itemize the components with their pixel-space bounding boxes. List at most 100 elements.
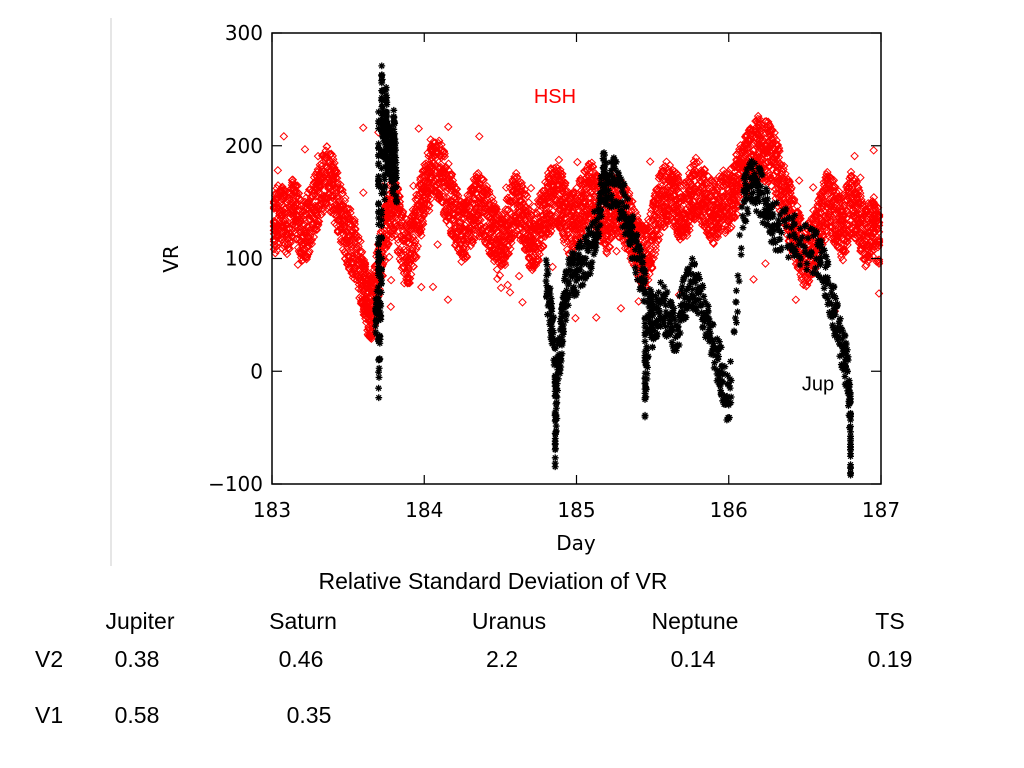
hsh-point <box>420 186 429 196</box>
hsh-point <box>341 193 350 203</box>
hsh-point <box>566 210 576 220</box>
hsh-point <box>336 202 345 212</box>
hsh-point <box>321 150 331 160</box>
hsh-point <box>606 233 616 242</box>
hsh-point <box>283 239 293 249</box>
hsh-point <box>405 250 415 259</box>
hsh-point <box>727 205 737 214</box>
hsh-point <box>549 164 559 173</box>
hsh-point <box>549 167 559 177</box>
hsh-point <box>459 236 468 246</box>
hsh-point <box>466 215 475 224</box>
hsh-point <box>665 204 675 213</box>
hsh-point <box>576 229 586 238</box>
hsh-point <box>651 241 661 251</box>
hsh-point <box>431 187 441 197</box>
hsh-point <box>661 193 671 203</box>
hsh-point <box>685 225 694 235</box>
hsh-point <box>366 331 376 341</box>
hsh-point <box>697 167 707 176</box>
hsh-point <box>415 226 425 236</box>
hsh-point <box>713 229 723 238</box>
hsh-point <box>503 221 513 231</box>
hsh-point <box>414 124 424 133</box>
hsh-point <box>405 218 415 227</box>
hsh-point <box>473 168 483 178</box>
hsh-point <box>435 189 444 199</box>
hsh-point <box>725 195 735 205</box>
hsh-point <box>549 189 559 199</box>
hsh-point <box>369 279 379 289</box>
hsh-point <box>538 186 547 196</box>
hsh-point <box>663 211 673 221</box>
hsh-point <box>383 230 393 240</box>
hsh-point <box>337 228 347 237</box>
hsh-point <box>634 223 643 233</box>
hsh-point <box>619 236 628 245</box>
hsh-point <box>491 216 500 225</box>
hsh-point <box>518 227 528 236</box>
hsh-point <box>360 299 370 309</box>
hsh-point <box>536 217 546 227</box>
hsh-point <box>293 181 302 191</box>
hsh-point <box>475 179 484 189</box>
hsh-point <box>305 216 315 225</box>
hsh-point <box>345 256 354 266</box>
hsh-point <box>519 214 529 223</box>
hsh-point <box>443 295 453 305</box>
hsh-point <box>721 189 731 198</box>
hsh-point <box>469 234 479 244</box>
hsh-point <box>405 278 414 288</box>
hsh-point <box>526 237 536 247</box>
hsh-point <box>414 224 424 234</box>
hsh-point <box>559 230 568 240</box>
hsh-point <box>283 198 292 207</box>
hsh-point <box>656 172 665 182</box>
hsh-point <box>573 234 583 244</box>
hsh-point <box>405 258 415 267</box>
hsh-point <box>794 176 804 185</box>
hsh-point <box>283 229 293 239</box>
hsh-point <box>350 229 360 239</box>
hsh-point <box>511 168 521 178</box>
hsh-point <box>628 197 637 206</box>
hsh-point <box>439 208 449 218</box>
hsh-point <box>437 173 447 182</box>
hsh-point <box>346 219 355 228</box>
hsh-point <box>405 274 415 283</box>
hsh-point <box>413 241 422 251</box>
hsh-point <box>345 235 354 245</box>
hsh-point <box>455 218 464 227</box>
hsh-point <box>520 190 530 199</box>
hsh-point <box>500 260 510 270</box>
hsh-point <box>451 234 460 244</box>
hsh-point <box>406 234 416 243</box>
hsh-point <box>461 252 471 261</box>
hsh-point <box>313 219 323 228</box>
hsh-point <box>526 183 536 193</box>
hsh-point <box>686 211 696 221</box>
hsh-point <box>490 209 499 219</box>
hsh-point <box>604 242 614 252</box>
hsh-point <box>543 181 553 190</box>
hsh-point <box>398 262 408 272</box>
hsh-point <box>534 256 543 266</box>
hsh-point <box>348 226 358 235</box>
hsh-point <box>702 197 712 207</box>
hsh-point <box>582 173 591 182</box>
hsh-point <box>491 205 500 214</box>
hsh-point <box>564 203 574 213</box>
hsh-point <box>496 218 506 227</box>
hsh-point <box>524 227 534 237</box>
hsh-point <box>408 217 418 227</box>
hsh-point <box>418 216 428 226</box>
hsh-point <box>649 234 659 244</box>
hsh-point <box>444 159 453 169</box>
hsh-point <box>364 306 373 316</box>
hsh-point <box>533 251 542 261</box>
hsh-point <box>329 205 338 215</box>
hsh-point <box>363 275 373 285</box>
hsh-point <box>314 217 324 226</box>
hsh-point <box>296 214 305 223</box>
hsh-point <box>344 263 354 273</box>
